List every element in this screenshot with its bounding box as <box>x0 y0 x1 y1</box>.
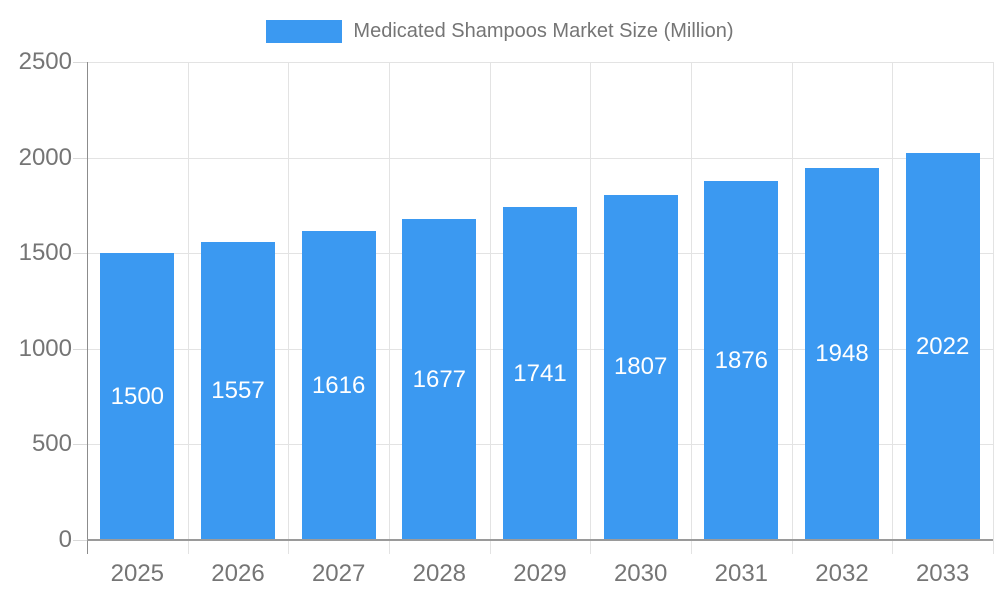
gridline-vertical <box>489 62 491 554</box>
y-axis-tick <box>73 157 87 159</box>
y-axis-tick-label: 2000 <box>18 143 72 171</box>
y-axis-tick-label: 0 <box>58 526 72 553</box>
gridline-vertical <box>590 62 592 554</box>
bar: 2022 <box>905 153 980 540</box>
bar: 1741 <box>503 207 577 540</box>
x-axis-line <box>87 539 993 541</box>
bar-value-label: 1557 <box>211 377 265 405</box>
bar-value-label: 1741 <box>513 359 567 387</box>
gridline-vertical <box>691 62 692 554</box>
bar: 1500 <box>100 253 175 540</box>
gridline-vertical <box>288 62 290 554</box>
gridline-vertical <box>791 62 793 554</box>
bar: 1557 <box>201 242 275 540</box>
y-axis-tick-label: 1500 <box>18 239 72 267</box>
bar-value-label: 2022 <box>915 332 970 360</box>
y-axis-tick-label: 500 <box>31 430 72 458</box>
y-axis-tick-label: 2500 <box>18 48 72 75</box>
bar-value-label: 1948 <box>815 339 869 367</box>
gridline-horizontal <box>87 157 993 159</box>
gridline-vertical <box>389 62 390 554</box>
x-axis-tick-label: 2026 <box>211 560 265 587</box>
legend-label: Medicated Shampoos Market Size (Million) <box>353 19 734 42</box>
x-axis-tick-label: 2025 <box>110 560 165 587</box>
bar: 1807 <box>603 194 678 540</box>
x-axis-tick-label: 2029 <box>513 560 567 587</box>
x-axis-tick-label: 2028 <box>412 560 467 587</box>
bar: 1948 <box>805 167 879 540</box>
plot-area: 1500 1557 1616 1677 1741 1807 1876 1948 2022 <box>87 62 994 554</box>
x-axis-tick-label: 2032 <box>815 560 869 587</box>
bar-value-label: 1500 <box>110 382 165 410</box>
bar-value-label: 1677 <box>412 365 467 393</box>
y-axis-tick <box>73 444 87 446</box>
y-axis-tick <box>73 253 87 255</box>
bar: 1677 <box>402 219 477 540</box>
gridline-vertical <box>892 62 894 554</box>
legend-swatch <box>266 19 343 43</box>
gridline-vertical <box>993 62 994 554</box>
x-axis-tick-label: 2031 <box>714 560 769 587</box>
x-axis-tick-label: 2027 <box>311 560 366 587</box>
legend: Medicated Shampoos Market Size (Million) <box>0 18 1000 44</box>
y-axis-tick <box>73 348 87 350</box>
x-axis-tick-label: 2030 <box>613 560 668 587</box>
bar-value-label: 1807 <box>613 353 668 381</box>
gridline-vertical <box>187 62 189 554</box>
y-axis-tick <box>73 62 87 63</box>
y-axis-tick <box>73 540 87 541</box>
x-axis-tick-label: 2033 <box>915 560 970 587</box>
bar-value-label: 1616 <box>311 371 366 399</box>
y-axis-line <box>87 62 88 554</box>
gridline-horizontal <box>87 62 993 63</box>
bar-value-label: 1876 <box>714 346 769 374</box>
y-axis-tick-label: 1000 <box>18 334 72 362</box>
bar: 1616 <box>301 231 376 540</box>
bar: 1876 <box>704 181 779 540</box>
